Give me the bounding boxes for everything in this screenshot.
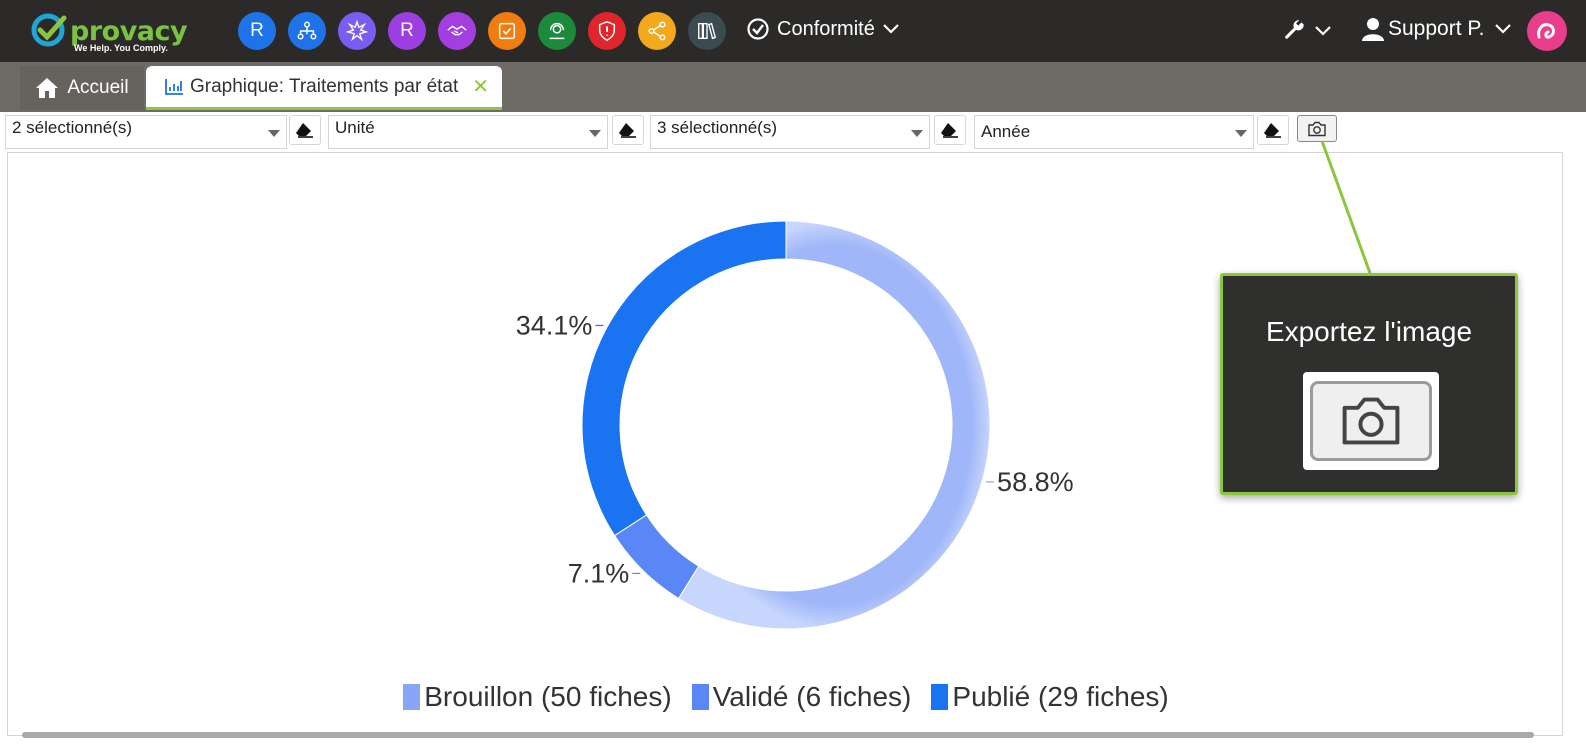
legend-item-publie[interactable]: Publié (29 fiches) bbox=[931, 681, 1169, 713]
clear-filter-1-button[interactable] bbox=[289, 115, 321, 145]
legend-swatch bbox=[403, 684, 421, 710]
dropdown-caret-icon bbox=[589, 130, 601, 137]
module-burst-button[interactable] bbox=[338, 12, 376, 50]
avatar[interactable] bbox=[1527, 11, 1567, 51]
user-icon bbox=[1362, 18, 1384, 41]
clear-filter-4-button[interactable] bbox=[1257, 115, 1289, 145]
dropdown-caret-icon bbox=[911, 130, 923, 137]
slice-publie[interactable] bbox=[581, 220, 787, 537]
clear-filter-3-button[interactable] bbox=[934, 115, 966, 145]
percent-label: 58.8% bbox=[997, 467, 1074, 497]
slice-brouillon[interactable] bbox=[677, 220, 991, 630]
module-network-button[interactable] bbox=[288, 12, 326, 50]
eraser-icon bbox=[1264, 123, 1281, 138]
export-image-tooltip: Exportez l'image bbox=[1220, 273, 1518, 495]
tooltip-camera-preview bbox=[1303, 372, 1439, 470]
user-name: Support P. bbox=[1388, 17, 1485, 40]
export-image-button[interactable] bbox=[1297, 115, 1337, 142]
close-icon[interactable]: ✕ bbox=[472, 76, 490, 98]
tools-menu[interactable] bbox=[1282, 18, 1332, 44]
module-r-button-2[interactable]: R bbox=[388, 12, 426, 50]
filter-select-1[interactable]: 2 sélectionné(s) bbox=[5, 115, 287, 149]
clear-filter-2-button[interactable] bbox=[612, 115, 644, 145]
filter-select-2-value: Unité bbox=[335, 118, 375, 137]
checkbox-icon bbox=[498, 22, 516, 40]
filter-select-4[interactable]: Année bbox=[974, 115, 1254, 149]
eraser-icon bbox=[296, 123, 313, 138]
burst-icon bbox=[346, 20, 368, 42]
module-icons: R R bbox=[238, 12, 726, 50]
legend-label: Publié (29 fiches) bbox=[952, 681, 1169, 712]
filter-select-3[interactable]: 3 sélectionné(s) bbox=[650, 115, 930, 149]
chart-legend: Brouillon (50 fiches) Validé (6 fiches) … bbox=[8, 681, 1564, 713]
conformite-menu[interactable]: Conformité bbox=[746, 17, 900, 41]
logo-check-icon bbox=[31, 13, 67, 47]
legend-label: Brouillon (50 fiches) bbox=[424, 681, 672, 712]
filter-select-1-value: 2 sélectionné(s) bbox=[12, 118, 133, 137]
logo-tagline: We Help. You Comply. bbox=[74, 43, 168, 53]
tab-chart-label: Graphique: Traitements par état bbox=[190, 75, 459, 97]
filter-select-4-value: Année bbox=[981, 122, 1031, 141]
chevron-down-icon bbox=[1494, 24, 1511, 34]
letter-r-icon: R bbox=[400, 20, 414, 41]
dropdown-caret-icon bbox=[1235, 130, 1247, 137]
support-agent-icon bbox=[549, 22, 565, 40]
user-menu[interactable]: Support P. bbox=[1362, 17, 1513, 41]
lizard-avatar-icon bbox=[1537, 23, 1555, 39]
provacy-logo[interactable]: provacy We Help. You Comply. bbox=[30, 10, 188, 54]
tab-chart[interactable]: Graphique: Traitements par état ✕ bbox=[146, 66, 502, 110]
eraser-icon bbox=[941, 123, 958, 138]
chevron-down-icon bbox=[1315, 26, 1331, 36]
chart-icon bbox=[165, 78, 183, 95]
legend-item-brouillon[interactable]: Brouillon (50 fiches) bbox=[403, 681, 672, 713]
donut-chart: 58.8% 7.1% 34.1% bbox=[516, 220, 1074, 630]
dropdown-caret-icon bbox=[268, 130, 280, 137]
library-icon bbox=[698, 22, 717, 40]
module-library-button[interactable] bbox=[688, 12, 726, 50]
home-icon bbox=[36, 78, 59, 98]
percent-label: 34.1% bbox=[516, 310, 593, 340]
eraser-icon bbox=[619, 123, 636, 138]
tab-home[interactable]: Accueil bbox=[20, 66, 144, 110]
filter-bar: 2 sélectionné(s) Unité 3 sélectionné(s) … bbox=[0, 112, 1586, 152]
module-share-button[interactable] bbox=[638, 12, 676, 50]
donut-slices bbox=[581, 220, 991, 630]
top-navigation-bar: provacy We Help. You Comply. R R bbox=[0, 0, 1586, 62]
module-handshake-button[interactable] bbox=[438, 12, 476, 50]
share-icon bbox=[648, 21, 666, 41]
module-checkbox-button[interactable] bbox=[488, 12, 526, 50]
tooltip-title: Exportez l'image bbox=[1265, 316, 1473, 347]
filter-select-2[interactable]: Unité bbox=[328, 115, 608, 149]
conformite-label: Conformité bbox=[777, 17, 875, 40]
logo-wordmark: provacy bbox=[70, 16, 188, 47]
wrench-icon bbox=[1285, 20, 1304, 39]
module-support-button[interactable] bbox=[538, 12, 576, 50]
legend-swatch bbox=[931, 684, 949, 710]
tab-bar: Accueil Graphique: Traitements par état … bbox=[0, 62, 1586, 112]
filter-select-3-value: 3 sélectionné(s) bbox=[657, 118, 778, 137]
shield-alert-icon bbox=[598, 21, 616, 41]
legend-label: Validé (6 fiches) bbox=[712, 681, 912, 712]
handshake-icon bbox=[447, 25, 467, 36]
module-shield-button[interactable] bbox=[588, 12, 626, 50]
tooltip-camera-button bbox=[1310, 381, 1432, 461]
chevron-down-icon bbox=[883, 24, 899, 34]
module-r-button-1[interactable]: R bbox=[238, 12, 276, 50]
tab-home-label: Accueil bbox=[67, 77, 129, 98]
network-icon bbox=[297, 21, 317, 40]
camera-icon bbox=[1308, 121, 1326, 136]
letter-r-icon: R bbox=[250, 20, 264, 41]
donut-labels: 58.8% 7.1% 34.1% bbox=[516, 310, 1074, 588]
camera-icon bbox=[1342, 397, 1400, 445]
horizontal-scrollbar[interactable] bbox=[22, 732, 1534, 738]
check-circle-icon bbox=[747, 18, 769, 40]
percent-label: 7.1% bbox=[568, 558, 630, 588]
legend-item-valide[interactable]: Validé (6 fiches) bbox=[691, 681, 912, 713]
legend-swatch bbox=[691, 684, 709, 710]
